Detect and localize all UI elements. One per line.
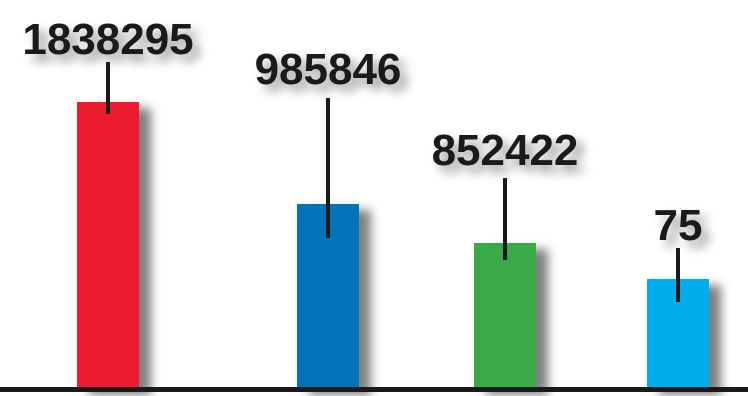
bar-3 [474,243,536,389]
bars-group [77,102,709,389]
value-label-shadow-1: 1838295 [29,22,200,71]
value-label-shadow-4: 75 [661,208,710,257]
value-label-2: 985846 [255,45,402,94]
leader-lines-group [106,62,686,306]
value-label-shadow-2: 985846 [262,52,409,101]
value-label-shadow-3: 852422 [439,133,586,182]
bar-1 [77,102,139,389]
value-label-4: 75 [654,201,703,250]
bar-shadows [89,108,721,395]
value-label-3: 852422 [432,126,579,175]
x-axis-baseline [0,387,748,392]
value-label-1: 1838295 [22,15,193,64]
